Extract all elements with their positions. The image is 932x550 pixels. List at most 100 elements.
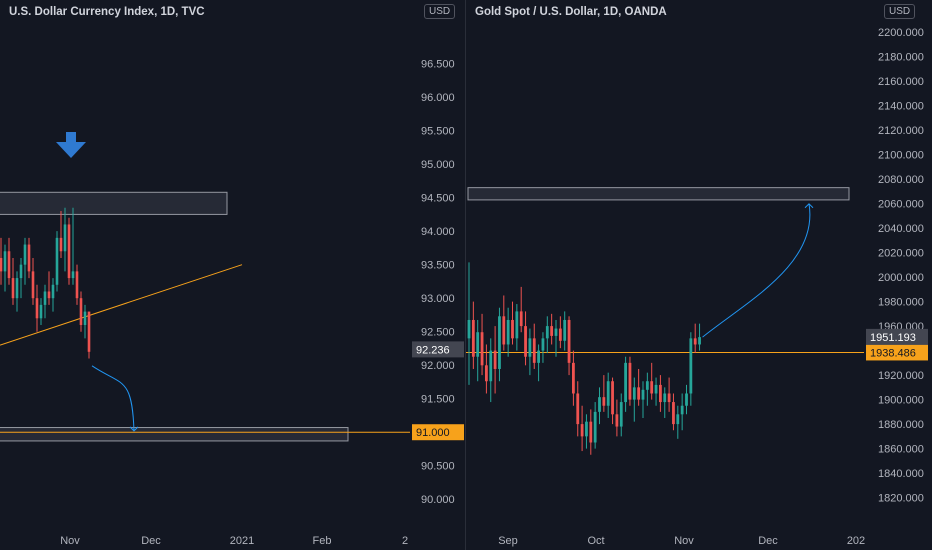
y-tick-label: 1980.000	[878, 297, 924, 309]
y-tick-label: 1860.000	[878, 444, 924, 456]
candle-body	[541, 338, 545, 351]
last-price-label-bg	[412, 341, 464, 358]
y-tick-label: 94.000	[421, 226, 455, 238]
candle-body	[680, 405, 684, 415]
candle-body	[511, 319, 514, 339]
x-tick-label: 2	[402, 535, 408, 547]
y-tick-label: 1920.000	[878, 370, 924, 382]
candle-body	[27, 244, 31, 272]
candle-body	[31, 271, 35, 299]
y-tick-label: 2140.000	[878, 101, 924, 113]
candle-body	[615, 414, 619, 427]
y-tick-label: 1820.000	[878, 493, 924, 505]
candle-body	[532, 338, 536, 363]
candle-body	[545, 326, 549, 339]
candle-body	[654, 384, 658, 394]
candle-body	[55, 237, 59, 285]
candle-body	[659, 384, 662, 403]
candle-body	[663, 393, 667, 403]
candle-body	[606, 381, 610, 406]
candle-body	[567, 319, 571, 363]
candle-body	[537, 350, 540, 363]
candle-body	[693, 338, 697, 345]
candle-body	[698, 337, 701, 345]
y-tick-label: 96.000	[421, 92, 455, 104]
dxy-chart-panel[interactable]: U.S. Dollar Currency Index, 1D, TVC USD …	[0, 0, 466, 550]
x-tick-label: Dec	[141, 535, 161, 547]
x-tick-label: Oct	[587, 535, 604, 547]
candle-body	[519, 311, 523, 327]
candle-body	[19, 264, 23, 279]
candle-body	[563, 319, 567, 341]
projection-curve	[91, 365, 135, 431]
candle-body	[47, 291, 51, 299]
candle-body	[580, 424, 584, 437]
candle-body	[502, 316, 506, 345]
candle-body	[672, 402, 675, 425]
panel-divider[interactable]	[465, 0, 466, 550]
candle-body	[667, 393, 671, 403]
gold-chart-panel[interactable]: Gold Spot / U.S. Dollar, 1D, OANDA USD 1…	[466, 0, 932, 550]
candle-body	[480, 332, 484, 366]
candle-body	[528, 338, 532, 357]
candle-body	[628, 362, 632, 400]
candle-body	[624, 362, 627, 403]
last-price-label: 1951.193	[870, 332, 916, 344]
candle-body	[650, 381, 654, 394]
last-price-label: 92.236	[416, 344, 450, 356]
x-tick-label: 2021	[230, 535, 254, 547]
y-tick-label: 2200.000	[878, 27, 924, 39]
y-tick-label: 2020.000	[878, 248, 924, 260]
y-tick-label: 2180.000	[878, 52, 924, 64]
x-tick-label: Nov	[674, 535, 694, 547]
resistance-zone	[467, 187, 850, 201]
candle-body	[598, 397, 601, 412]
marker-price-label: 91.000	[416, 427, 450, 439]
chart-title: U.S. Dollar Currency Index, 1D, TVC	[9, 6, 205, 18]
y-tick-label: 1840.000	[878, 468, 924, 480]
y-tick-label: 2000.000	[878, 272, 924, 284]
candle-body	[611, 381, 614, 415]
y-tick-label: 92.500	[421, 327, 455, 339]
x-tick-label: Feb	[313, 535, 332, 547]
y-tick-label: 93.000	[421, 293, 455, 305]
candle-body	[71, 271, 75, 279]
last-price-label-bg	[866, 328, 928, 345]
candle-body	[35, 298, 39, 319]
candle-body	[641, 389, 645, 400]
resistance-zone	[0, 191, 228, 215]
currency-selector[interactable]: USD	[884, 4, 916, 19]
trendline	[0, 264, 243, 346]
candle-body	[572, 362, 575, 394]
projection-arrowhead	[129, 426, 139, 432]
candle-body	[23, 244, 27, 265]
projection-arrowhead	[804, 203, 814, 209]
gold-chart-canvas[interactable]: 1820.000 1840.000 1860.000 1880.000 1900.000…	[466, 0, 932, 550]
y-tick-label: 90.500	[421, 461, 455, 473]
candle-body	[83, 311, 87, 325]
candle-body	[467, 319, 471, 339]
y-tick-label: 90.000	[421, 494, 455, 506]
candle-body	[602, 397, 606, 406]
candle-body	[515, 311, 519, 339]
chart-title: Gold Spot / U.S. Dollar, 1D, OANDA	[475, 6, 667, 18]
candle-body	[550, 326, 554, 336]
candle-body	[554, 328, 558, 336]
down-arrow-icon	[56, 132, 86, 158]
candle-body	[558, 328, 562, 341]
x-tick-label: Dec	[758, 535, 778, 547]
candle-body	[79, 298, 83, 325]
currency-selector[interactable]: USD	[424, 4, 456, 19]
y-tick-label: 94.500	[421, 193, 455, 205]
candle-body	[576, 393, 580, 425]
candle-body	[87, 311, 91, 352]
candle-body	[589, 421, 593, 443]
x-tick-label: Nov	[60, 535, 80, 547]
candle-body	[51, 284, 55, 299]
y-tick-label: 91.500	[421, 394, 455, 406]
candle-body	[676, 414, 680, 425]
y-tick-label: 2060.000	[878, 199, 924, 211]
dxy-chart-canvas[interactable]: 90.000 90.500 91.000 91.500 92.000 92.500 93.0…	[0, 0, 466, 550]
y-tick-label: 1880.000	[878, 419, 924, 431]
y-tick-label: 2040.000	[878, 223, 924, 235]
